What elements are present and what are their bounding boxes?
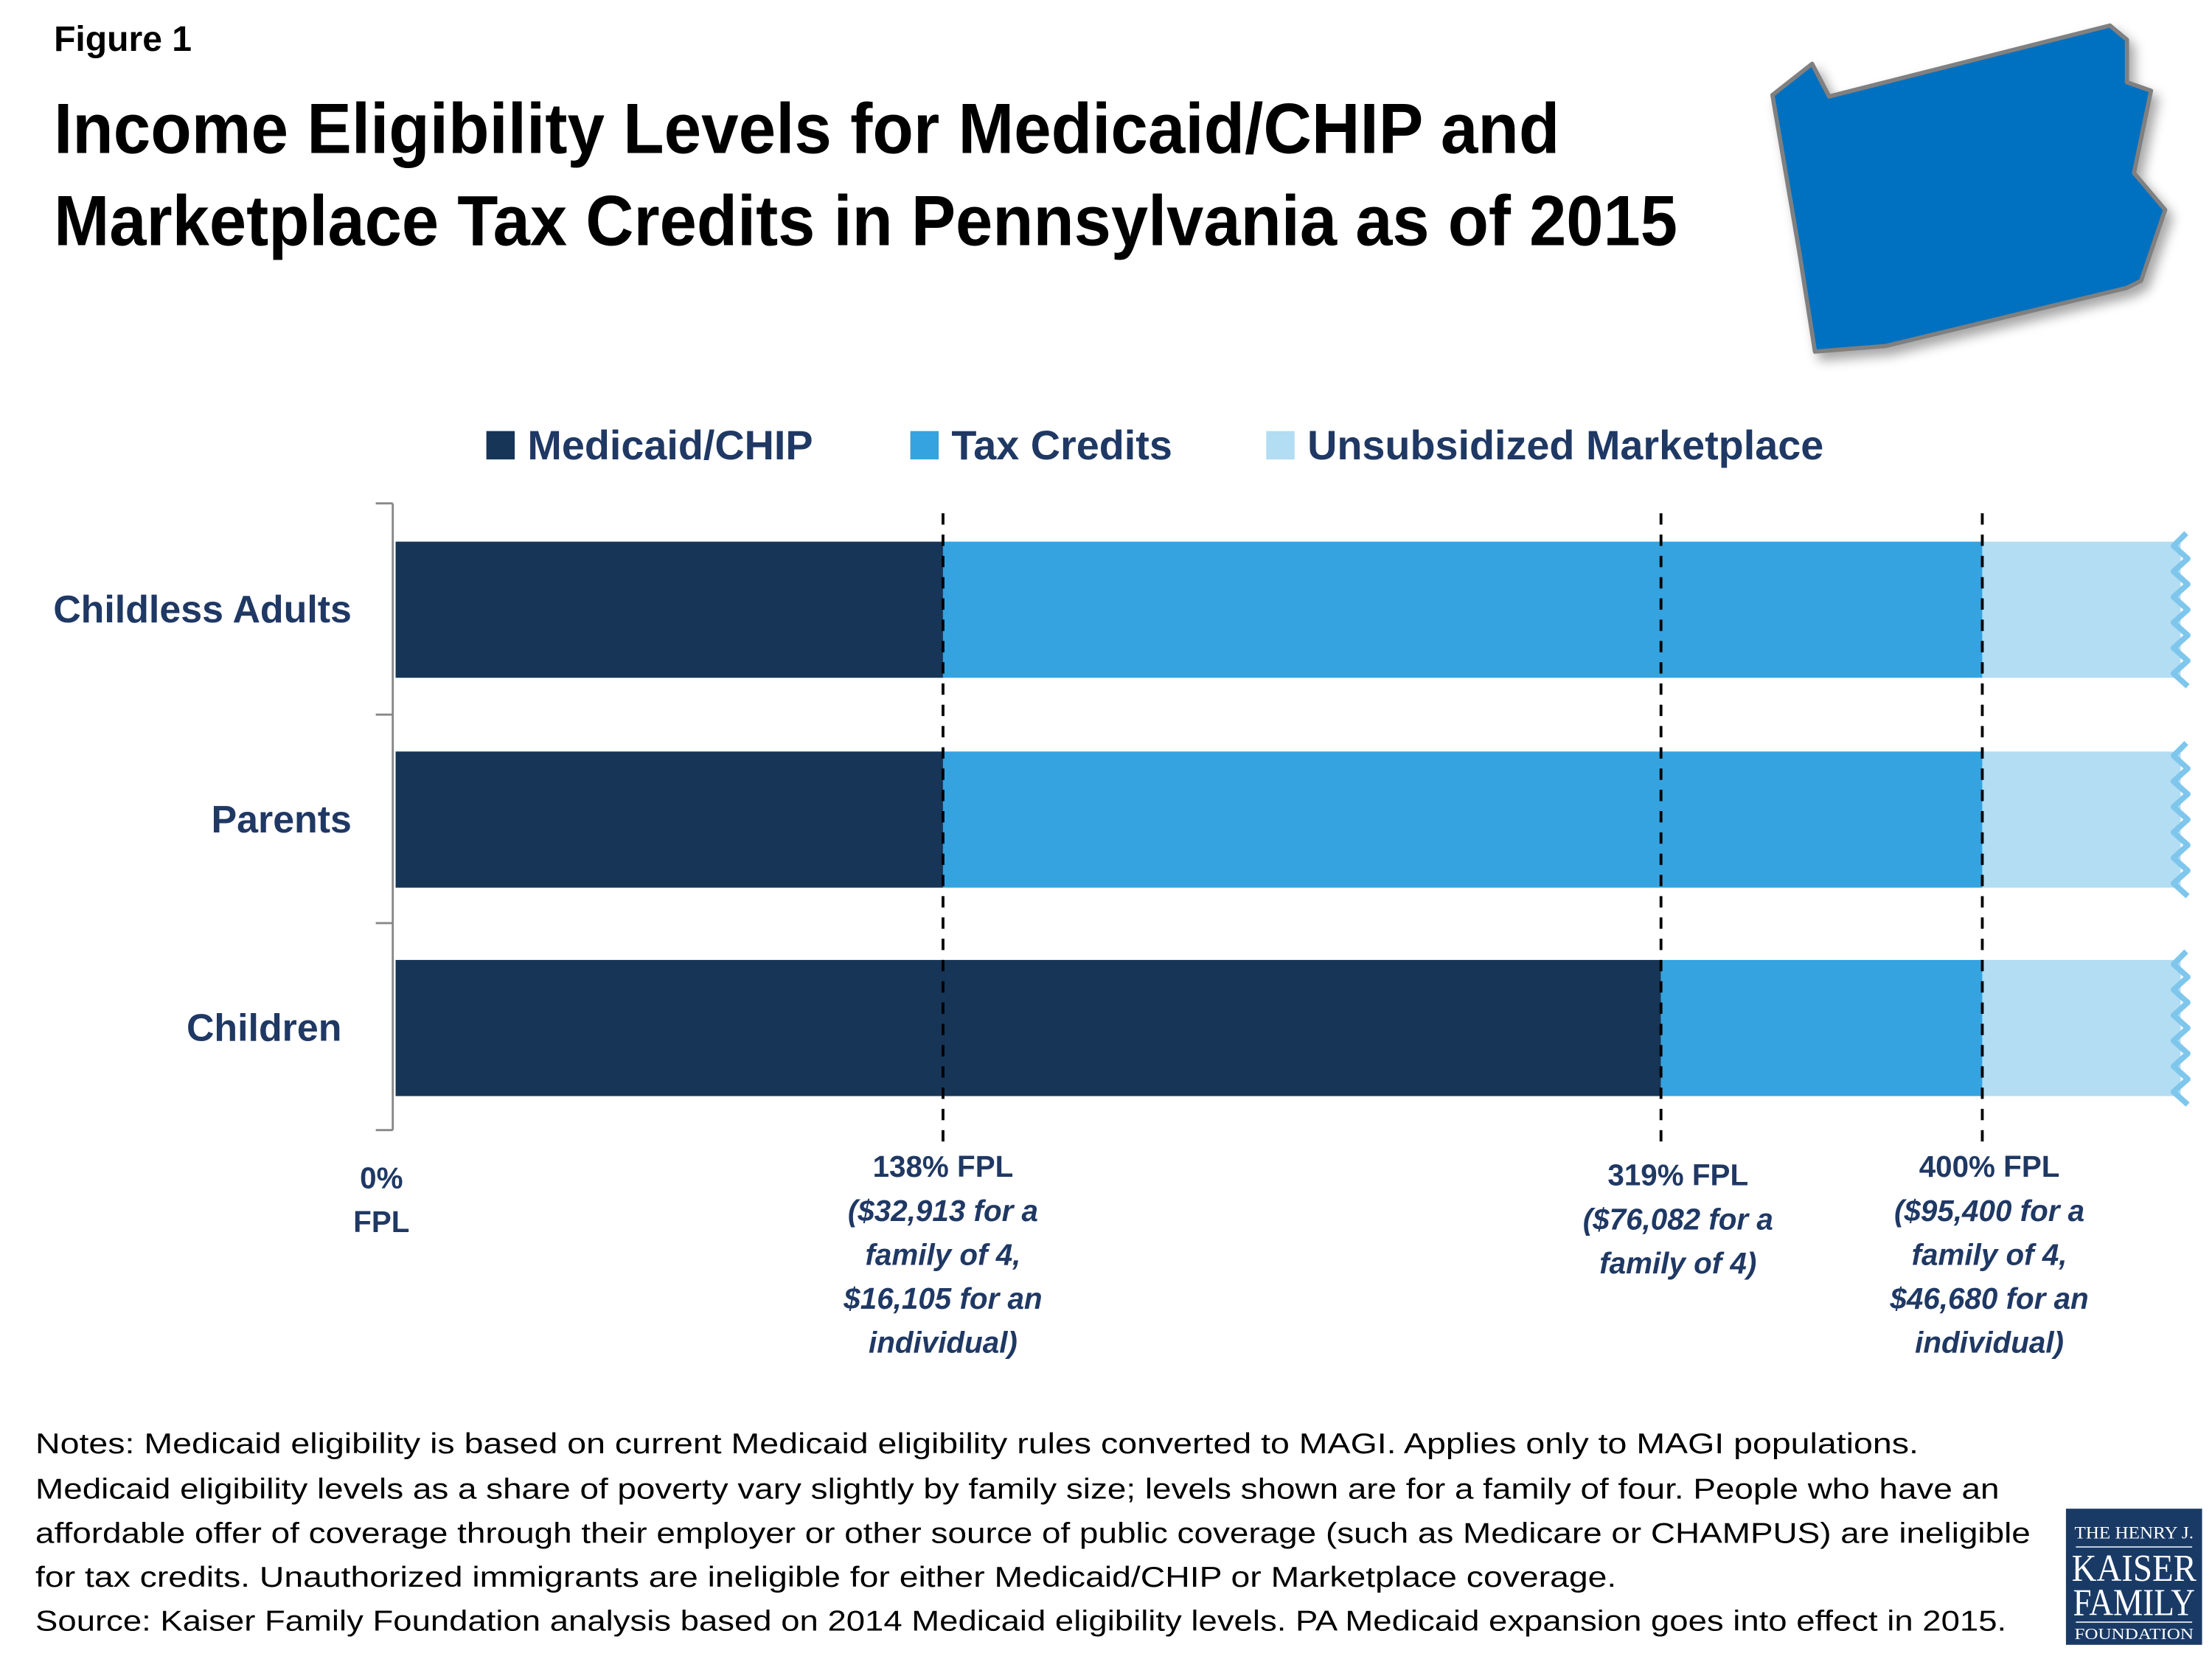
wavy-break-edge <box>2171 949 2191 1107</box>
legend-label: Unsubsidized Marketplace <box>1307 422 1823 468</box>
pennsylvania-map-icon <box>1770 23 2168 354</box>
notes-line: affordable offer of coverage through the… <box>35 1517 2031 1549</box>
wavy-break-edge <box>2171 740 2191 899</box>
reference-lines <box>942 513 1984 1152</box>
category-label: Childless Adults <box>53 588 352 631</box>
x-tick-label-line: ($95,400 for a <box>1894 1194 2084 1228</box>
x-tick-label-line: 400% FPL <box>1919 1150 2060 1183</box>
x-tick-label-line: 319% FPL <box>1607 1158 1748 1192</box>
bar-tax-credits <box>942 751 1983 888</box>
x-tick-label-line: 138% FPL <box>873 1150 1014 1183</box>
bar-unsubsidized-marketplace <box>1982 541 2181 678</box>
x-tick-label-line: family of 4, <box>865 1237 1020 1271</box>
legend-swatch <box>1266 431 1295 460</box>
chart-title-line-1: Income Eligibility Levels for Medicaid/C… <box>54 90 1559 169</box>
legend-label: Tax Credits <box>951 422 1172 468</box>
x-tick-label-line: $16,105 for an <box>843 1281 1042 1315</box>
bar-unsubsidized-marketplace <box>1982 751 2181 888</box>
kaiser-family-foundation-logo: THE HENRY J. KAISER FAMILY FOUNDATION <box>2065 1509 2202 1645</box>
x-tick-label-line: FPL <box>353 1205 409 1239</box>
x-tick-label: 138% FPL ($32,913 for a family of 4, $16,10… <box>843 1150 1042 1359</box>
x-tick-label: 319% FPL ($76,082 for a family of 4) <box>1583 1158 1773 1280</box>
bar-unsubsidized-marketplace <box>1982 959 2181 1096</box>
category-labels: Childless Adults Parents Children <box>53 588 352 1049</box>
bars <box>395 531 2191 1107</box>
x-tick-labels: 0% FPL 138% FPL ($32,913 for a family of 4, $… <box>353 1150 2089 1359</box>
svg-text:THE HENRY J.: THE HENRY J. <box>2074 1523 2194 1543</box>
x-tick-label: 0% FPL <box>353 1161 409 1239</box>
notes-line: Medicaid eligibility levels as a share o… <box>35 1474 1999 1506</box>
y-axis <box>375 502 394 1132</box>
x-tick-label-line: family of 4, <box>1912 1237 2067 1271</box>
figure-label: Figure 1 <box>54 19 192 59</box>
bar-tax-credits <box>942 541 1983 678</box>
notes: Notes: Medicaid eligibility is based on … <box>35 1428 2031 1637</box>
bar-tax-credits <box>1660 959 1983 1096</box>
bar-medicaid-chip <box>395 959 1661 1096</box>
svg-text:KAISER: KAISER <box>2072 1548 2197 1590</box>
x-tick-label-line: individual) <box>1915 1326 2064 1360</box>
chart-title-line-2: Marketplace Tax Credits in Pennsylvania … <box>54 182 1677 261</box>
x-tick-label-line: ($32,913 for a <box>848 1194 1038 1228</box>
x-tick-label-line: individual) <box>869 1326 1018 1360</box>
bar-medicaid-chip <box>395 541 943 678</box>
legend-swatch <box>486 431 515 460</box>
svg-text:FOUNDATION: FOUNDATION <box>2074 1625 2194 1643</box>
svg-text:FAMILY: FAMILY <box>2073 1582 2195 1624</box>
source-line: Source: Kaiser Family Foundation analysi… <box>35 1606 2006 1638</box>
bar-medicaid-chip <box>395 751 943 888</box>
x-tick-label-line: ($76,082 for a <box>1583 1202 1773 1236</box>
legend-swatch <box>910 431 939 460</box>
legend: Medicaid/CHIP Tax Credits Unsubsidized Mar… <box>486 422 1823 468</box>
x-tick-label-line: family of 4) <box>1599 1246 1756 1280</box>
x-tick-label: 400% FPL ($95,400 for a family of 4, $46,68… <box>1889 1150 2088 1359</box>
wavy-break-edge <box>2171 531 2191 689</box>
category-label: Children <box>187 1007 342 1050</box>
x-tick-label-line: 0% <box>360 1161 403 1195</box>
x-tick-label-line: $46,680 for an <box>1889 1281 2088 1315</box>
category-label: Parents <box>212 799 352 841</box>
notes-line: Notes: Medicaid eligibility is based on … <box>35 1428 1919 1460</box>
notes-line: for tax credits. Unauthorized immigrants… <box>35 1562 1616 1593</box>
legend-label: Medicaid/CHIP <box>527 422 813 468</box>
